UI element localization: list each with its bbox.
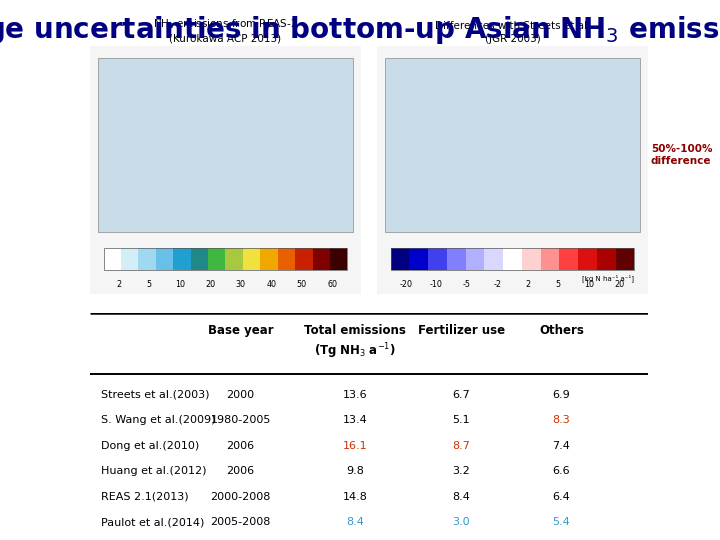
Bar [312, 248, 330, 269]
Bar [104, 248, 121, 269]
Text: Total emissions
(Tg NH$_3$ a$^{-1}$): Total emissions (Tg NH$_3$ a$^{-1}$) [304, 324, 406, 361]
Text: 2006: 2006 [227, 467, 255, 476]
Text: 8.4: 8.4 [346, 517, 364, 528]
Title: Differences with Streets et al.
(JGR 2003): Differences with Streets et al. (JGR 200… [435, 21, 590, 44]
Bar [391, 248, 410, 269]
Text: 9.8: 9.8 [346, 467, 364, 476]
Bar [391, 248, 634, 269]
Text: 7.4: 7.4 [552, 441, 570, 451]
Bar [447, 248, 466, 269]
Bar [98, 58, 353, 232]
Text: 13.4: 13.4 [343, 415, 367, 426]
Text: Others: Others [539, 324, 584, 337]
Bar [385, 58, 640, 232]
Bar [121, 248, 138, 269]
Bar [260, 248, 278, 269]
Bar [597, 248, 616, 269]
Text: 5.1: 5.1 [452, 415, 470, 426]
Text: 8.7: 8.7 [452, 441, 470, 451]
Text: 5.4: 5.4 [553, 517, 570, 528]
Text: 2: 2 [525, 280, 531, 288]
Bar [616, 248, 634, 269]
Bar [138, 248, 156, 269]
Text: 2006: 2006 [227, 441, 255, 451]
Text: -20: -20 [400, 280, 413, 288]
Text: 14.8: 14.8 [343, 492, 367, 502]
Text: 30: 30 [235, 280, 246, 288]
Bar [428, 248, 447, 269]
Bar [104, 248, 347, 269]
Bar [243, 248, 260, 269]
Text: 20: 20 [614, 280, 624, 288]
Bar [578, 248, 597, 269]
Bar [295, 248, 312, 269]
Text: -10: -10 [430, 280, 443, 288]
Text: 13.6: 13.6 [343, 390, 367, 400]
Text: Huang et al.(2012): Huang et al.(2012) [101, 467, 207, 476]
Text: Large uncertainties in bottom-up Asian NH$_3$ emissions: Large uncertainties in bottom-up Asian N… [0, 14, 720, 45]
Text: 20: 20 [205, 280, 215, 288]
Text: [kg N ha⁻¹ a⁻¹]: [kg N ha⁻¹ a⁻¹] [582, 274, 634, 282]
Bar [174, 248, 191, 269]
Bar [278, 248, 295, 269]
Bar [541, 248, 559, 269]
Bar [559, 248, 578, 269]
Text: Base year: Base year [208, 324, 274, 337]
Text: 5: 5 [556, 280, 561, 288]
Bar [330, 248, 347, 269]
Text: 3.0: 3.0 [452, 517, 470, 528]
Text: 60: 60 [327, 280, 337, 288]
Text: 8.4: 8.4 [452, 492, 470, 502]
Text: 50: 50 [297, 280, 307, 288]
Text: Fertilizer use: Fertilizer use [418, 324, 505, 337]
Bar [522, 248, 541, 269]
Text: 1980-2005: 1980-2005 [210, 415, 271, 426]
Text: 2005-2008: 2005-2008 [210, 517, 271, 528]
Text: Paulot et al.(2014): Paulot et al.(2014) [101, 517, 204, 528]
Text: 6.4: 6.4 [553, 492, 570, 502]
Bar [466, 248, 485, 269]
Title: NH$_3$ emissions from REAS-2
(Kurokawa ACP 2013): NH$_3$ emissions from REAS-2 (Kurokawa A… [153, 17, 298, 44]
Text: -2: -2 [493, 280, 501, 288]
Text: 6.6: 6.6 [553, 467, 570, 476]
Bar [225, 248, 243, 269]
Bar [208, 248, 225, 269]
Text: -5: -5 [463, 280, 471, 288]
Text: 2: 2 [116, 280, 122, 288]
Text: 3.2: 3.2 [452, 467, 470, 476]
Text: 6.9: 6.9 [553, 390, 570, 400]
Text: 50%-100%
difference: 50%-100% difference [651, 144, 712, 166]
Bar [485, 248, 503, 269]
Text: Streets et al.(2003): Streets et al.(2003) [101, 390, 210, 400]
Text: 8.3: 8.3 [553, 415, 570, 426]
Text: 2000-2008: 2000-2008 [210, 492, 271, 502]
Text: 6.7: 6.7 [452, 390, 470, 400]
Text: 10: 10 [175, 280, 185, 288]
Text: 40: 40 [266, 280, 276, 288]
Text: REAS 2.1(2013): REAS 2.1(2013) [101, 492, 189, 502]
Bar [156, 248, 174, 269]
Text: S. Wang et al.(2009): S. Wang et al.(2009) [101, 415, 216, 426]
Bar [503, 248, 522, 269]
Text: Dong et al.(2010): Dong et al.(2010) [101, 441, 199, 451]
Text: 16.1: 16.1 [343, 441, 367, 451]
Bar [410, 248, 428, 269]
Text: 10: 10 [584, 280, 594, 288]
Bar [191, 248, 208, 269]
Text: 5: 5 [147, 280, 152, 288]
Text: 2000: 2000 [227, 390, 255, 400]
